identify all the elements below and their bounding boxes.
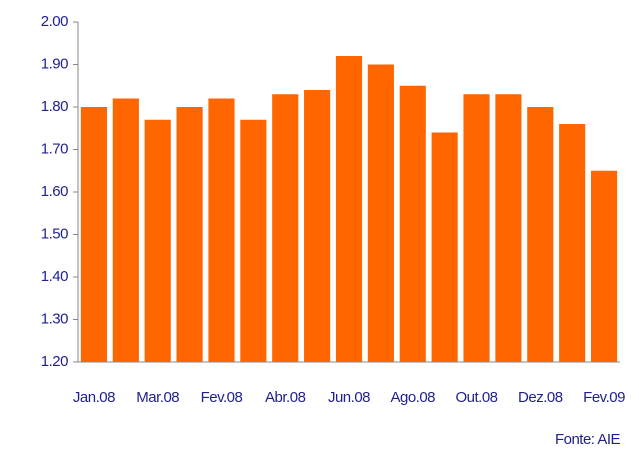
- y-tick-label: 1.50: [41, 225, 68, 242]
- bar: [176, 107, 203, 362]
- y-tick-label: 1.70: [41, 140, 68, 157]
- bar: [399, 85, 426, 362]
- x-tick-label: Mar.08: [136, 389, 179, 406]
- bar: [80, 107, 108, 362]
- bar: [495, 94, 522, 362]
- bar: [367, 64, 394, 362]
- bar: [431, 132, 458, 362]
- x-tick-label: Fev.09: [583, 389, 625, 406]
- bar: [463, 94, 490, 362]
- y-tick-label: 1.40: [41, 268, 68, 285]
- bar: [240, 119, 267, 362]
- x-tick-label: Dez.08: [518, 389, 563, 406]
- y-tick-label: 1.80: [41, 98, 68, 115]
- bar: [208, 98, 235, 362]
- y-tick-label: 1.30: [41, 310, 68, 327]
- x-tick-label: Out.08: [456, 389, 498, 406]
- bar: [527, 107, 554, 362]
- bar: [272, 94, 299, 362]
- x-tick-label: Jun.08: [328, 389, 370, 406]
- source-note: Fonte: AIE: [555, 431, 621, 448]
- x-tick-label: Ago.08: [390, 389, 435, 406]
- bar: [590, 170, 618, 362]
- y-tick-label: 1.90: [41, 55, 68, 72]
- x-tick-label: Abr.08: [265, 389, 306, 406]
- bar: [304, 90, 331, 362]
- bar: [144, 119, 171, 362]
- x-tick-label: Fev.08: [201, 389, 243, 406]
- y-tick-label: 1.60: [41, 183, 68, 200]
- bar: [335, 56, 363, 362]
- y-tick-label: 1.20: [41, 353, 68, 370]
- y-tick-label: 2.00: [41, 13, 68, 30]
- bar: [559, 124, 586, 362]
- x-tick-label: Jan.08: [73, 389, 115, 406]
- bar: [112, 98, 139, 362]
